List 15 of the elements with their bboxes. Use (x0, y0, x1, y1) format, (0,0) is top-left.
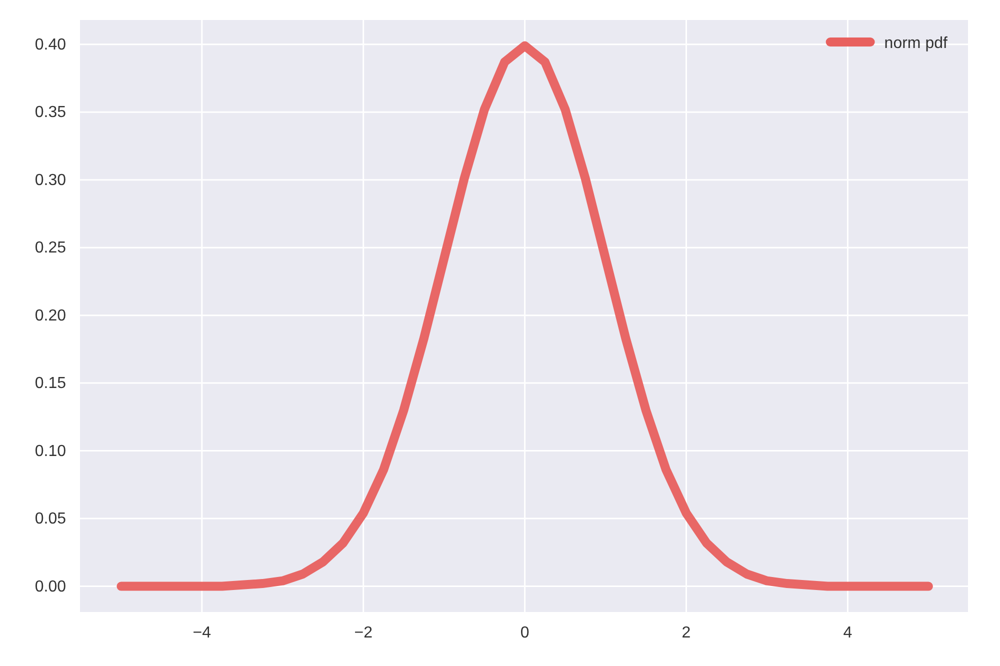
y-tick-label: 0.30 (34, 172, 66, 189)
x-tick-label: 2 (682, 624, 691, 642)
y-tick-label: 0.20 (34, 307, 66, 324)
x-tick-label: 4 (843, 624, 852, 642)
y-tick-label: 0.00 (34, 578, 66, 596)
y-tick-label: 0.40 (34, 36, 66, 54)
y-tick-label: 0.35 (34, 104, 66, 122)
y-tick-label: 0.25 (34, 240, 66, 257)
y-tick-label: 0.10 (34, 442, 66, 460)
x-tick-label: −2 (354, 624, 373, 642)
x-tick-label: −4 (192, 624, 212, 642)
y-tick-label: 0.05 (34, 510, 66, 528)
x-tick-label: 0 (520, 624, 530, 642)
legend-label: norm pdf (884, 35, 948, 52)
y-tick-label: 0.15 (34, 375, 66, 392)
